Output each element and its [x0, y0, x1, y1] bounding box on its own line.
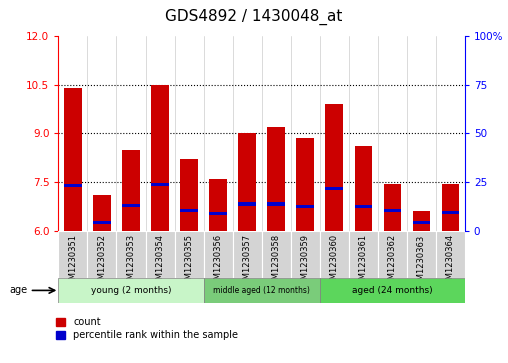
Text: GSM1230352: GSM1230352 — [98, 234, 107, 290]
Text: GSM1230358: GSM1230358 — [272, 234, 280, 290]
Bar — [151, 85, 169, 231]
Text: GSM1230360: GSM1230360 — [330, 234, 339, 290]
Legend: count, percentile rank within the sample: count, percentile rank within the sample — [56, 317, 238, 340]
Bar — [175, 231, 204, 278]
Bar — [122, 204, 140, 207]
Bar — [355, 205, 372, 208]
Bar — [297, 138, 314, 231]
Bar — [209, 179, 227, 231]
Bar — [233, 231, 262, 278]
Bar — [355, 146, 372, 231]
Text: GSM1230359: GSM1230359 — [301, 234, 310, 290]
Bar — [407, 231, 436, 278]
Text: GSM1230356: GSM1230356 — [213, 234, 223, 290]
Bar — [180, 209, 198, 212]
Text: GSM1230361: GSM1230361 — [359, 234, 368, 290]
Bar — [151, 183, 169, 186]
Bar — [204, 231, 233, 278]
Bar — [238, 202, 256, 205]
Bar — [441, 211, 459, 214]
Text: GSM1230357: GSM1230357 — [243, 234, 251, 290]
Bar — [297, 205, 314, 208]
Text: GSM1230364: GSM1230364 — [446, 234, 455, 290]
Bar — [87, 231, 116, 278]
Bar — [267, 127, 285, 231]
Bar — [145, 231, 175, 278]
Bar — [238, 134, 256, 231]
Bar — [180, 159, 198, 231]
Bar — [209, 212, 227, 215]
Bar — [378, 231, 407, 278]
Bar — [64, 88, 82, 231]
Text: middle aged (12 months): middle aged (12 months) — [213, 286, 310, 295]
Text: young (2 months): young (2 months) — [91, 286, 171, 295]
Text: GDS4892 / 1430048_at: GDS4892 / 1430048_at — [165, 9, 343, 25]
Bar — [204, 278, 320, 303]
Bar — [326, 187, 343, 190]
Text: GSM1230355: GSM1230355 — [184, 234, 194, 290]
Text: age: age — [9, 285, 27, 295]
Bar — [58, 278, 204, 303]
Bar — [93, 221, 111, 224]
Bar — [326, 104, 343, 231]
Text: GSM1230351: GSM1230351 — [69, 234, 77, 290]
Text: GSM1230353: GSM1230353 — [126, 234, 136, 290]
Bar — [441, 184, 459, 231]
Bar — [436, 231, 465, 278]
Bar — [262, 231, 291, 278]
Bar — [291, 231, 320, 278]
Bar — [320, 278, 465, 303]
Bar — [267, 202, 285, 205]
Bar — [58, 231, 87, 278]
Text: aged (24 months): aged (24 months) — [352, 286, 432, 295]
Text: GSM1230362: GSM1230362 — [388, 234, 397, 290]
Bar — [384, 209, 401, 212]
Bar — [64, 184, 82, 187]
Bar — [122, 150, 140, 231]
Text: GSM1230363: GSM1230363 — [417, 234, 426, 290]
Bar — [412, 211, 430, 231]
Bar — [93, 195, 111, 231]
Text: GSM1230354: GSM1230354 — [155, 234, 165, 290]
Bar — [116, 231, 145, 278]
Bar — [384, 184, 401, 231]
Bar — [348, 231, 378, 278]
Bar — [412, 221, 430, 224]
Bar — [320, 231, 348, 278]
